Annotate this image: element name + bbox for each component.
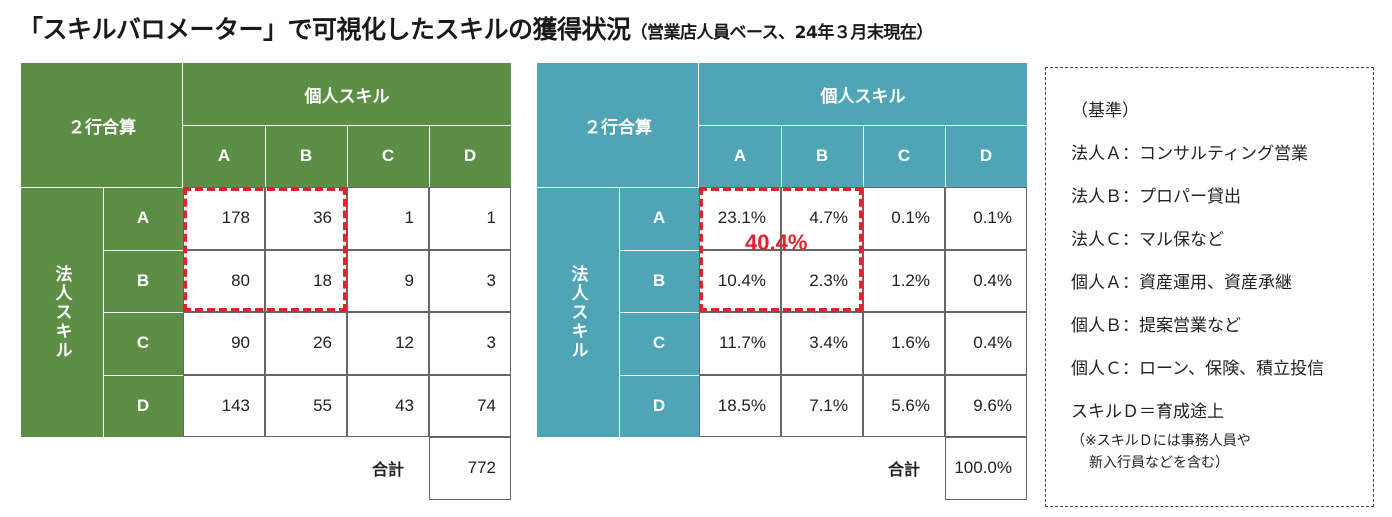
title-subtitle: （営業店人員ベース、24年３月末現在） <box>630 23 934 43</box>
total-label: 合計 <box>371 460 404 480</box>
column-label: A <box>733 146 747 165</box>
table-cell: 178 <box>183 187 265 250</box>
column-label: A <box>217 146 231 165</box>
row-label: A <box>136 208 150 228</box>
table-cell: 80 <box>183 249 265 312</box>
table-cell: 3 <box>429 249 511 312</box>
row-label: C <box>136 333 150 353</box>
table-cell: 74 <box>429 374 511 437</box>
highlight-box <box>183 187 347 312</box>
grid-line <box>182 63 183 187</box>
grid-line <box>265 125 266 187</box>
table-cell: 26 <box>265 312 347 375</box>
table-cell: 9.6% <box>945 374 1027 437</box>
legend-item: 法人Ｂ：プロパー貸出 <box>1071 187 1241 207</box>
total-label: 合計 <box>887 460 920 480</box>
legend-item: 法人Ａ：コンサルティング営業 <box>1071 144 1308 164</box>
grid-line <box>619 374 699 376</box>
table-cell: 3.4% <box>781 312 863 375</box>
grid-line <box>698 63 699 187</box>
highlight-value: 40.4% <box>745 230 808 255</box>
grid-line <box>537 187 699 188</box>
table-cell: 11.7% <box>699 312 781 375</box>
grid-line <box>945 125 946 187</box>
table-cell: 0.1% <box>863 187 945 250</box>
table-cell: 2.3% <box>781 249 863 312</box>
table-cell: 10.4% <box>699 249 781 312</box>
legend-item: 法人Ｃ：マル保など <box>1071 230 1224 250</box>
column-group-label: 個人スキル <box>304 86 390 107</box>
row-label: D <box>136 395 150 415</box>
grid-line <box>619 249 699 251</box>
table-cell: 143 <box>183 374 265 437</box>
table-cell: 0.1% <box>945 187 1027 250</box>
grid-line <box>863 125 864 187</box>
highlight-box <box>699 187 863 312</box>
table-cell: 90 <box>183 312 265 375</box>
grid-line <box>103 249 183 251</box>
table-cell: 1 <box>347 187 429 250</box>
grid-line <box>103 312 183 313</box>
table-cell: 18.5% <box>699 374 781 437</box>
grid-line <box>781 125 782 187</box>
row-group-label: 法人スキル <box>567 264 588 360</box>
column-label: B <box>299 146 313 165</box>
table-cell: 5.6% <box>863 374 945 437</box>
total-value: 100.0% <box>945 437 1027 500</box>
grid-line <box>103 374 183 376</box>
table-cell: 7.1% <box>781 374 863 437</box>
row-label: B <box>652 270 666 290</box>
table-cell: 43 <box>347 374 429 437</box>
row-label: D <box>652 395 666 415</box>
table-cell: 0.4% <box>945 249 1027 312</box>
column-label: D <box>979 146 993 165</box>
grid-line <box>429 125 430 187</box>
column-group-label: 個人スキル <box>820 86 906 107</box>
legend-item: 個人Ａ：資産運用、資産承継 <box>1071 273 1292 293</box>
grid-line <box>21 187 183 188</box>
column-label: B <box>815 146 829 165</box>
row-label: A <box>652 208 666 228</box>
table-cell: 1.6% <box>863 312 945 375</box>
row-label: C <box>652 333 666 353</box>
legend-note: 新入行員などを含む） <box>1089 455 1229 471</box>
table-cell: 1.2% <box>863 249 945 312</box>
table-cell: 9 <box>347 249 429 312</box>
legend-box: （基準） 法人Ａ：コンサルティング営業 法人Ｂ：プロパー貸出 法人Ｃ：マル保など… <box>1045 67 1374 507</box>
legend-item: スキルＤ＝育成途上 <box>1071 402 1224 422</box>
legend-item: 個人Ｃ：ローン、保険、積立投信 <box>1071 359 1325 379</box>
corner-label: ２行合算 <box>584 117 652 138</box>
row-label: B <box>136 270 150 290</box>
table-cell: 1 <box>429 187 511 250</box>
column-label: C <box>381 146 395 165</box>
column-label: C <box>897 146 911 165</box>
table-cell: 3 <box>429 312 511 375</box>
chart-title: 「スキルバロメーター」で可視化したスキルの獲得状況（営業店人員ベース、24年３月… <box>18 10 933 46</box>
legend-item: 個人Ｂ：提案営業など <box>1071 316 1241 336</box>
total-value: 772 <box>429 437 511 500</box>
row-group-label: 法人スキル <box>51 264 72 360</box>
table-cell: 0.4% <box>945 312 1027 375</box>
title-main: 「スキルバロメーター」で可視化したスキルの獲得状況 <box>18 15 631 44</box>
legend-note: （※スキルＤには事務人員や <box>1071 433 1251 449</box>
grid-line <box>619 312 699 313</box>
legend-heading: （基準） <box>1071 101 1139 121</box>
corner-label: ２行合算 <box>68 117 136 138</box>
column-label: D <box>463 146 477 165</box>
grid-line <box>347 125 348 187</box>
table-cell: 12 <box>347 312 429 375</box>
table-cell: 55 <box>265 374 347 437</box>
